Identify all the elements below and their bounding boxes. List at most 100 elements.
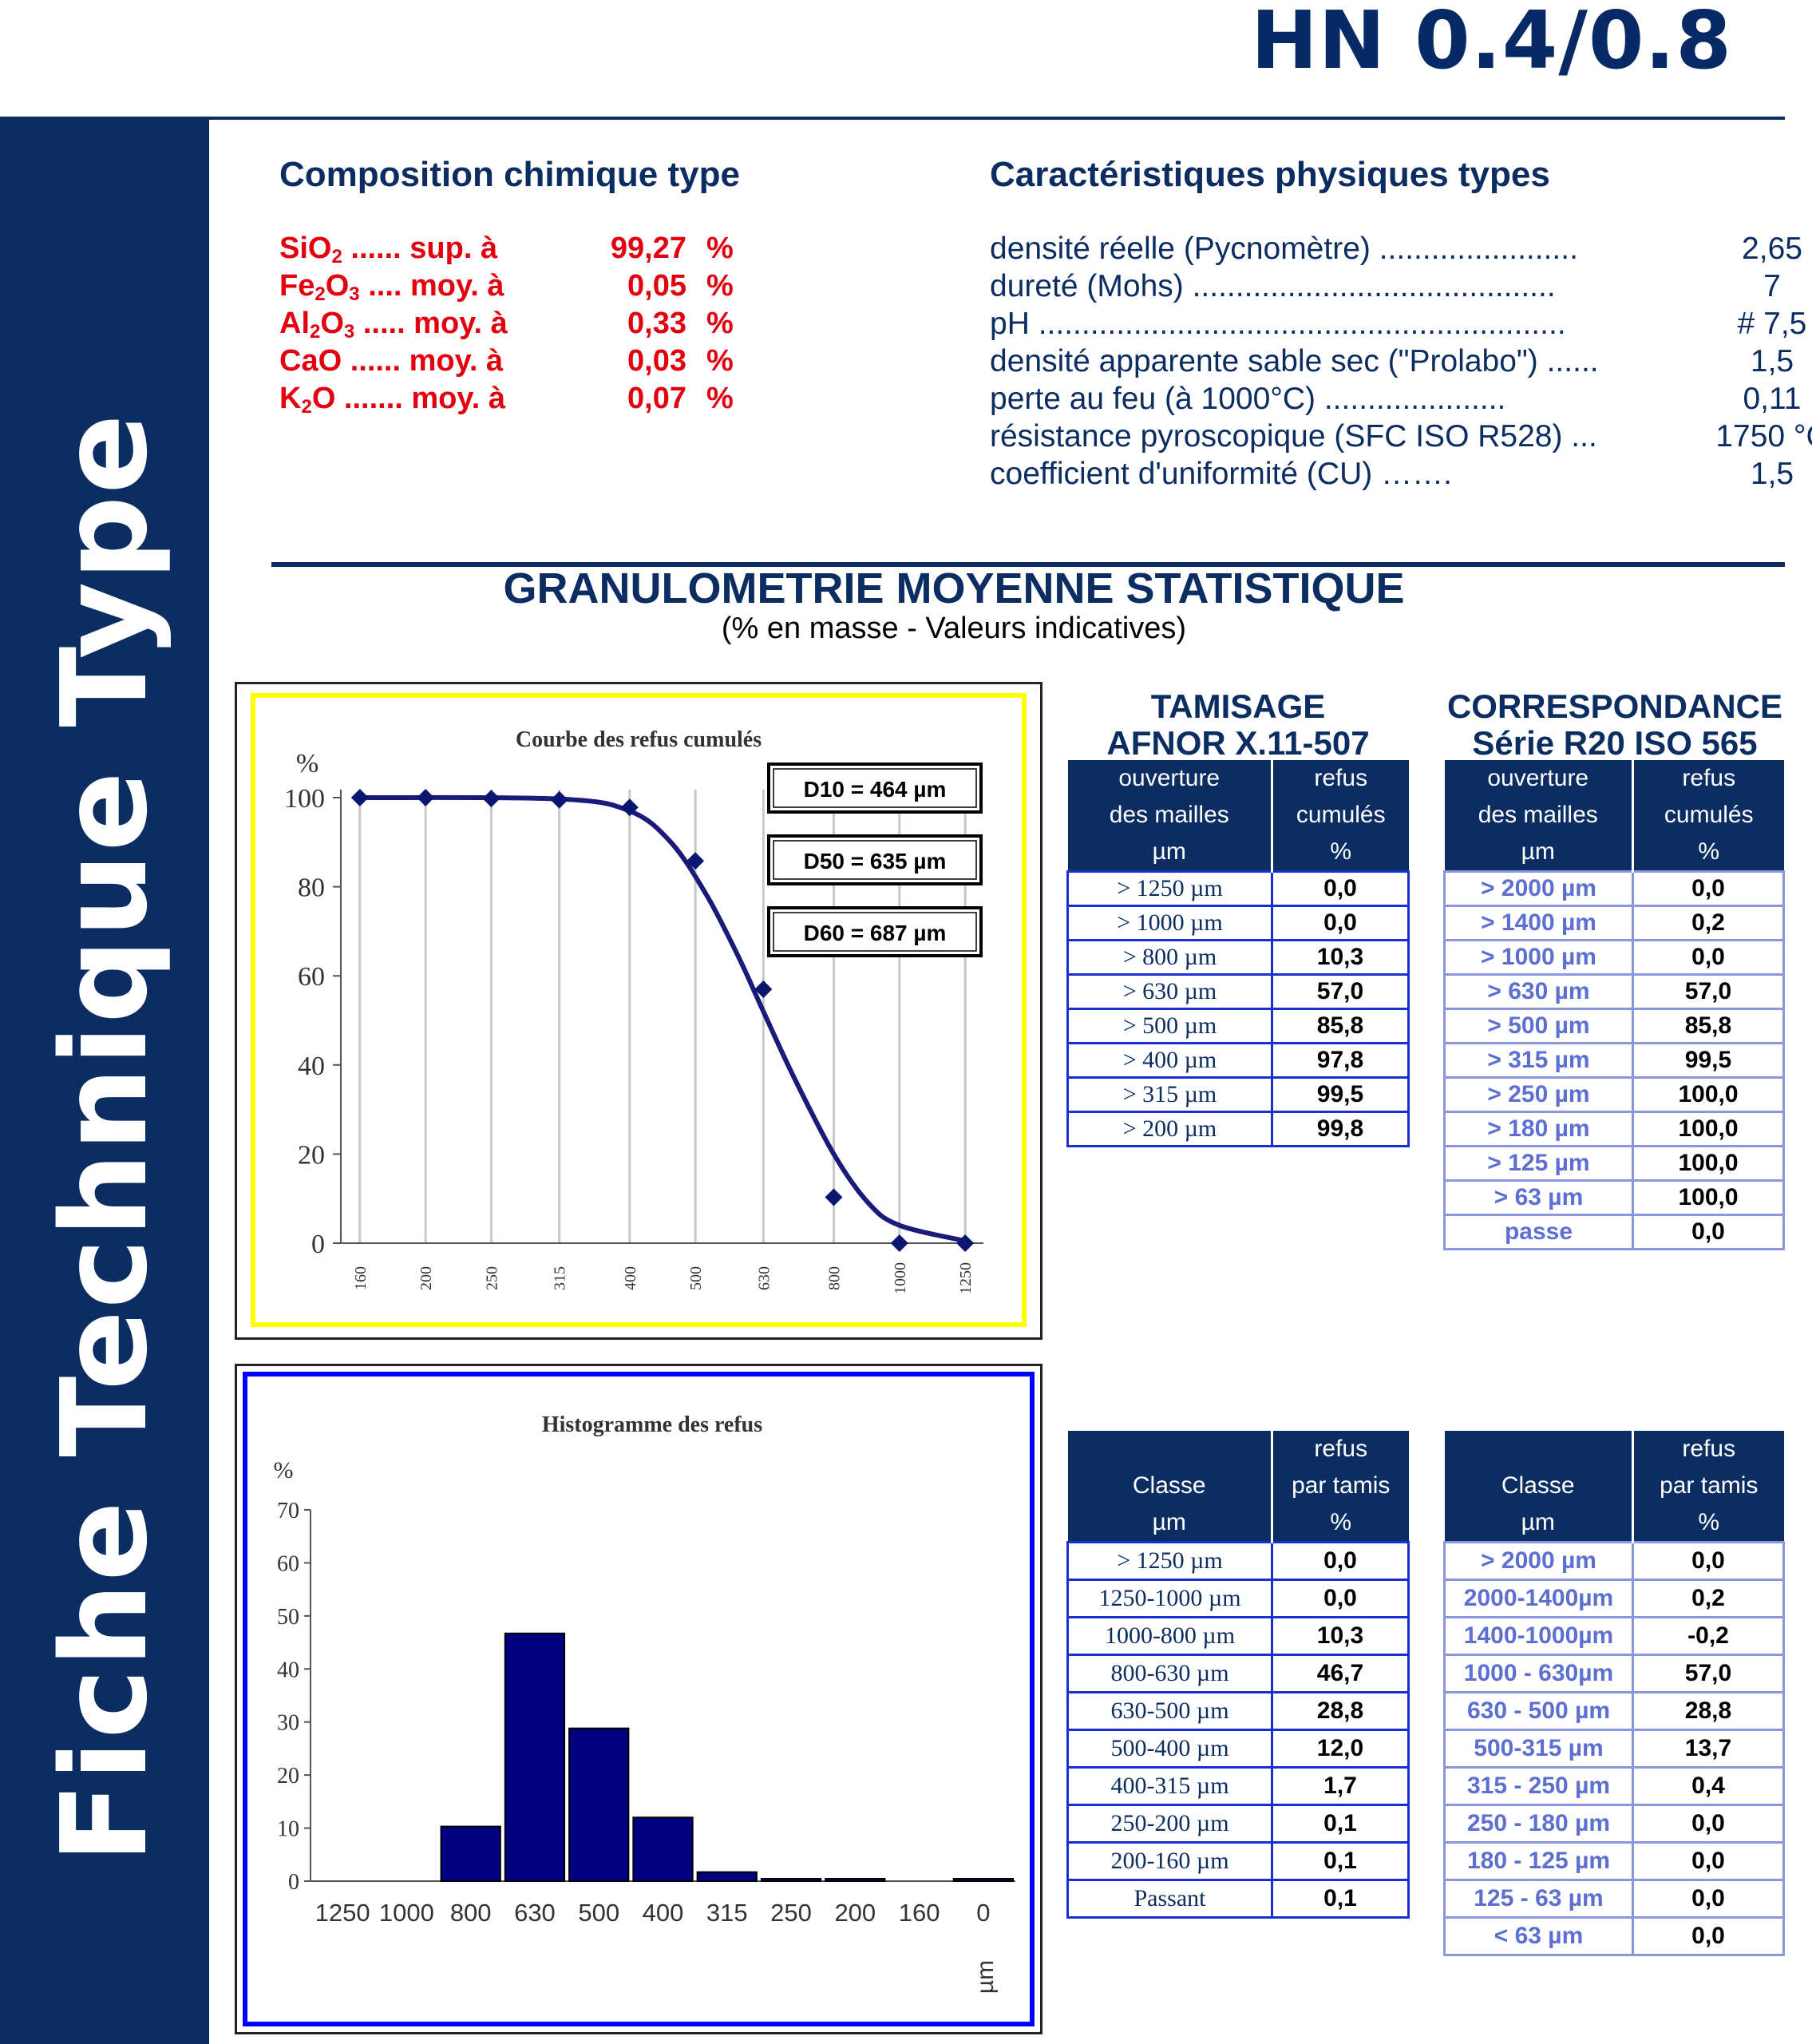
value-cell: 12,0 — [1271, 1729, 1410, 1769]
chemical-unit: % — [706, 382, 734, 415]
chemical-row: Al2O3 ..... moy. à 0,33% — [279, 307, 798, 344]
y-tick-label: 50 — [277, 1605, 299, 1630]
annotation-inner-border — [773, 840, 977, 880]
value-cell: 0,1 — [1271, 1841, 1410, 1881]
mesh-cell: > 800 µm — [1066, 939, 1273, 976]
table-row: < 63 µm 0,0 — [1443, 1916, 1785, 1956]
mesh-cell: 1400-1000µm — [1443, 1616, 1634, 1656]
mesh-cell: > 630 µm — [1443, 973, 1634, 1010]
mesh-cell: 200-160 µm — [1066, 1841, 1273, 1881]
value-cell: 0,0 — [1632, 1541, 1785, 1581]
histogram-bar — [696, 1871, 758, 1883]
x-tick-label: 400 — [643, 1899, 684, 1927]
mesh-cell: 400-315 µm — [1066, 1766, 1273, 1806]
data-point — [686, 852, 705, 870]
y-tick-label: 0 — [311, 1230, 325, 1259]
iso-title-line2: Série R20 ISO 565 — [1472, 724, 1758, 762]
table-row: 315 - 250 µm 0,4 — [1443, 1766, 1785, 1806]
physical-value: # 7,5 — [1737, 307, 1807, 341]
mesh-cell: > 315 µm — [1066, 1076, 1273, 1113]
mesh-cell: < 63 µm — [1443, 1916, 1634, 1956]
physical-row: dureté (Mohs) ..........................… — [990, 269, 1788, 307]
table-row: Passant 0,1 — [1066, 1879, 1410, 1919]
value-cell: 28,8 — [1632, 1691, 1785, 1731]
value-cell: 0,0 — [1632, 1214, 1785, 1250]
data-point — [620, 798, 639, 817]
table-row: > 800 µm 10,3 — [1066, 939, 1410, 976]
mesh-cell: > 500 µm — [1066, 1008, 1273, 1044]
table-row: 800-630 µm 46,7 — [1066, 1654, 1410, 1693]
mesh-cell: 630-500 µm — [1066, 1691, 1273, 1731]
value-cell: 0,4 — [1632, 1766, 1785, 1806]
chemical-row: SiO2 ...... sup. à 99,27% — [279, 232, 798, 269]
data-point — [890, 1234, 908, 1252]
x-tick-label: 200 — [834, 1899, 876, 1927]
annotation-label: D50 = 635 µm — [804, 849, 947, 873]
value-cell: 85,8 — [1632, 1008, 1785, 1044]
value-cell: 46,7 — [1271, 1654, 1410, 1693]
x-tick-label: 315 — [552, 1266, 569, 1290]
mesh-cell: > 2000 µm — [1443, 870, 1634, 907]
value-cell: 0,0 — [1271, 1579, 1410, 1618]
value-cell: 0,1 — [1271, 1879, 1410, 1919]
annotation-inner-border — [773, 768, 977, 808]
value-cell: -0,2 — [1632, 1616, 1785, 1656]
histogram-bar — [760, 1878, 822, 1882]
table-row: 400-315 µm 1,7 — [1066, 1766, 1410, 1806]
y-tick-label: 20 — [277, 1764, 299, 1788]
mesh-cell: > 500 µm — [1443, 1008, 1634, 1044]
physical-value: 2,65 — [1742, 232, 1802, 266]
chart-title: Courbe des refus cumulés — [516, 727, 762, 752]
table-row: passe 0,0 — [1443, 1214, 1785, 1250]
chemical-formula: K2O ....... moy. à — [279, 382, 505, 418]
physical-row: densité réelle (Pycnomètre) ............… — [990, 232, 1802, 269]
value-cell: 97,8 — [1271, 1042, 1410, 1079]
data-point — [350, 789, 369, 806]
physical-value: 7 — [1763, 269, 1781, 303]
chemical-value: 0,03 — [627, 344, 686, 378]
physical-label: pH .....................................… — [990, 307, 1566, 341]
afnor-table-title: TAMISAGE AFNOR X.11-507 — [1066, 688, 1410, 762]
iso-cumulative-table: ouverture des mailles µm refus cumulés% > 200… — [1443, 760, 1785, 1250]
chemical-row: K2O ....... moy. à 0,07% — [279, 382, 798, 419]
value-cell: 1,7 — [1271, 1766, 1410, 1806]
x-tick-label: 250 — [483, 1266, 500, 1290]
x-tick-label: 800 — [450, 1899, 492, 1927]
chemical-formula: CaO ...... moy. à — [279, 344, 504, 378]
mesh-cell: 630 - 500 µm — [1443, 1691, 1634, 1731]
header-opening: Classe µm — [1067, 1431, 1272, 1543]
x-tick-label: 315 — [706, 1899, 748, 1927]
mesh-cell: > 63 µm — [1443, 1179, 1634, 1216]
histogram-bar — [952, 1878, 1015, 1882]
annotation-label: D10 = 464 µm — [804, 777, 947, 802]
table-row: > 250 µm 100,0 — [1443, 1076, 1785, 1113]
x-tick-label: 1000 — [379, 1899, 434, 1927]
x-tick-label: 160 — [899, 1899, 940, 1927]
table-row: > 2000 µm 0,0 — [1443, 1541, 1785, 1581]
granulometrie-title: GRANULOMETRIE MOYENNE STATISTIQUE — [503, 564, 1405, 612]
mesh-cell: > 125 µm — [1443, 1145, 1634, 1182]
header-refusal: refus par tamis% — [1271, 1431, 1409, 1543]
chart-inner-frame — [243, 1372, 1035, 2026]
value-cell: 0,0 — [1632, 1916, 1785, 1956]
table-row: 250-200 µm 0,1 — [1066, 1804, 1410, 1844]
annotation-label: D60 = 687 µm — [804, 921, 947, 945]
x-tick-label: 500 — [687, 1266, 705, 1290]
table-row: 200-160 µm 0,1 — [1066, 1841, 1410, 1881]
mesh-cell: 315 - 250 µm — [1443, 1766, 1634, 1806]
y-axis-label: % — [274, 1457, 294, 1483]
header-opening: ouverture des mailles µm — [1067, 760, 1272, 872]
mesh-cell: > 2000 µm — [1443, 1541, 1634, 1581]
table-row: > 1250 µm 0,0 — [1066, 1541, 1410, 1581]
table-row: > 1250 µm 0,0 — [1066, 870, 1410, 907]
physical-row: pH .....................................… — [990, 307, 1806, 344]
x-tick-label: 1250 — [957, 1262, 975, 1294]
table-row: > 500 µm 85,8 — [1066, 1008, 1410, 1044]
value-cell: 0,0 — [1271, 905, 1410, 941]
chemical-formula: Al2O3 ..... moy. à — [279, 307, 508, 343]
physical-label: résistance pyroscopique (SFC ISO R528) .… — [990, 419, 1597, 454]
value-cell: 0,2 — [1632, 905, 1785, 941]
afnor-title-line1: TAMISAGE — [1150, 687, 1326, 725]
table-row: > 180 µm 100,0 — [1443, 1111, 1785, 1147]
chemical-formula: SiO2 ...... sup. à — [279, 232, 498, 267]
